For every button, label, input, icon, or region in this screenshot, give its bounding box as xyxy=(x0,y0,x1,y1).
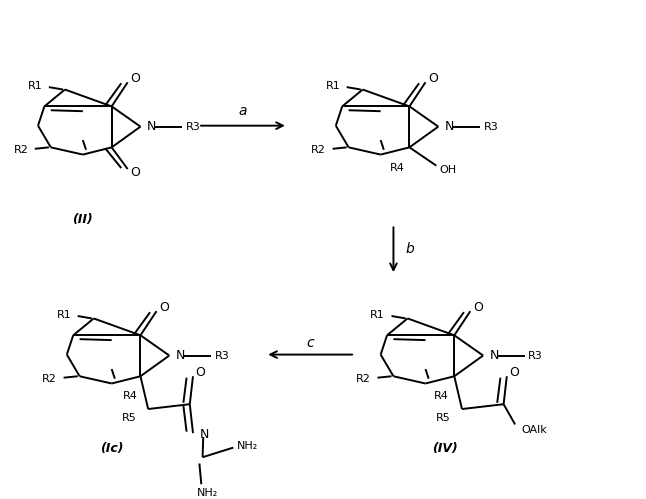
Text: N: N xyxy=(147,120,156,133)
Text: R1: R1 xyxy=(326,81,340,91)
Text: NH₂: NH₂ xyxy=(237,441,258,451)
Text: R4: R4 xyxy=(122,391,137,401)
Text: NH₂: NH₂ xyxy=(197,488,218,498)
Text: c: c xyxy=(306,336,314,350)
Text: R2: R2 xyxy=(311,145,326,155)
Text: O: O xyxy=(473,301,483,314)
Text: O: O xyxy=(130,72,140,85)
Text: N: N xyxy=(490,349,499,362)
Text: O: O xyxy=(196,366,205,379)
Text: b: b xyxy=(405,242,414,255)
Text: R3: R3 xyxy=(185,122,200,132)
Text: O: O xyxy=(159,301,169,314)
Text: R3: R3 xyxy=(214,350,229,361)
Text: R2: R2 xyxy=(43,374,57,384)
Text: R1: R1 xyxy=(370,309,385,319)
Text: R3: R3 xyxy=(483,122,498,132)
Text: R2: R2 xyxy=(14,145,28,155)
Text: R2: R2 xyxy=(356,374,371,384)
Text: OAlk: OAlk xyxy=(521,425,547,435)
Text: R4: R4 xyxy=(434,391,449,401)
Text: (IV): (IV) xyxy=(432,442,457,455)
Text: R4: R4 xyxy=(390,163,404,173)
Text: R5: R5 xyxy=(435,413,450,423)
Text: N: N xyxy=(176,349,185,362)
Text: OH: OH xyxy=(439,165,457,175)
Text: O: O xyxy=(510,366,519,379)
Text: (II): (II) xyxy=(72,213,93,226)
Text: O: O xyxy=(130,166,140,180)
Text: R1: R1 xyxy=(28,81,43,91)
Text: O: O xyxy=(428,72,438,85)
Text: (Ic): (Ic) xyxy=(100,442,123,455)
Text: N: N xyxy=(200,428,209,441)
Text: N: N xyxy=(444,120,454,133)
Text: R1: R1 xyxy=(57,309,71,319)
Text: a: a xyxy=(238,104,247,118)
Text: R3: R3 xyxy=(528,350,543,361)
Text: R5: R5 xyxy=(122,413,137,423)
